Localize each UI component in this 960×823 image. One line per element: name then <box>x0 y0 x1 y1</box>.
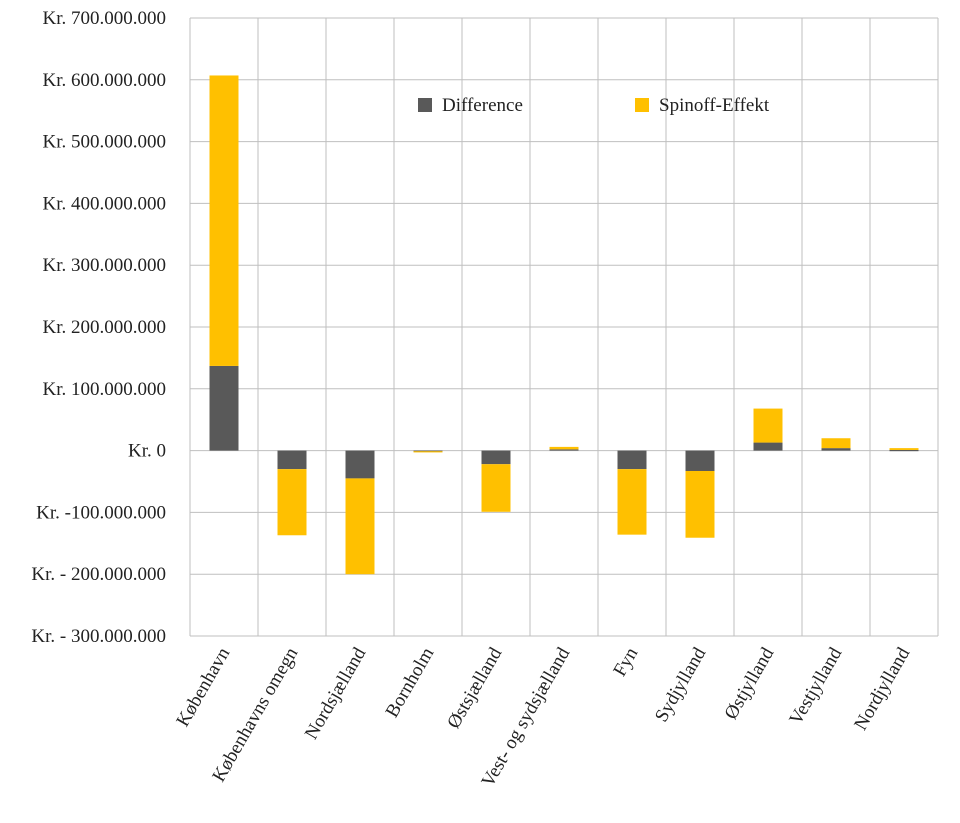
x-category-label: Østjylland <box>721 644 779 723</box>
y-tick-label: Kr. - 200.000.000 <box>31 564 166 585</box>
y-tick-label: Kr. - 300.000.000 <box>31 626 166 647</box>
gridlines <box>189 17 939 637</box>
y-tick-label: Kr. 100.000.000 <box>43 379 167 400</box>
bar-spinoff-effekt <box>277 469 307 536</box>
bar-difference <box>617 450 647 470</box>
y-tick-label: Kr. 300.000.000 <box>43 255 167 276</box>
bar-difference <box>413 450 443 452</box>
legend-swatch-difference <box>418 98 432 112</box>
y-axis-ticks: Kr. 700.000.000 Kr. 600.000.000 Kr. 500.00… <box>31 8 166 647</box>
bar-spinoff-effekt <box>345 478 375 575</box>
y-tick-label: Kr. -100.000.000 <box>36 502 166 523</box>
legend-label-difference: Difference <box>442 95 523 116</box>
bar-difference <box>345 450 375 479</box>
bar-difference <box>821 448 851 451</box>
x-category-label: Østsjælland <box>443 644 506 733</box>
bar-difference <box>277 450 307 470</box>
legend: Difference Spinoff-Effekt <box>418 95 770 116</box>
bar-difference <box>549 449 579 451</box>
bar-spinoff-effekt <box>617 469 647 535</box>
y-tick-label: Kr. 600.000.000 <box>43 70 167 91</box>
legend-swatch-spinoff-effekt <box>635 98 649 112</box>
x-category-label: Vestjylland <box>785 644 846 729</box>
y-tick-label: Kr. 200.000.000 <box>43 317 167 338</box>
bar-difference <box>481 450 511 465</box>
bar-difference <box>889 449 919 452</box>
x-category-label: Sydjylland <box>651 644 711 726</box>
bar-spinoff-effekt <box>481 464 511 512</box>
legend-label-spinoff-effekt: Spinoff-Effekt <box>659 95 770 116</box>
x-category-label: Nordjylland <box>850 644 914 734</box>
bar-spinoff-effekt <box>753 408 783 443</box>
bar-spinoff-effekt <box>209 75 239 366</box>
x-category-label: Fyn <box>609 644 642 681</box>
bar-spinoff-effekt <box>685 470 715 538</box>
bar-spinoff-effekt <box>821 438 851 449</box>
x-category-label: København <box>172 644 234 731</box>
bar-difference <box>685 450 715 471</box>
bar-spinoff-effekt <box>889 448 919 450</box>
bar-difference <box>753 442 783 451</box>
x-category-label: Bornholm <box>382 644 439 721</box>
y-tick-label: Kr. 0 <box>128 441 166 462</box>
bars <box>209 75 919 575</box>
x-category-label: Nordsjælland <box>301 644 371 744</box>
bar-spinoff-effekt <box>549 446 579 450</box>
bar-spinoff-effekt <box>413 451 443 453</box>
y-tick-label: Kr. 400.000.000 <box>43 193 167 214</box>
y-tick-label: Kr. 700.000.000 <box>43 8 167 29</box>
bar-difference <box>209 365 239 451</box>
y-tick-label: Kr. 500.000.000 <box>43 132 167 153</box>
